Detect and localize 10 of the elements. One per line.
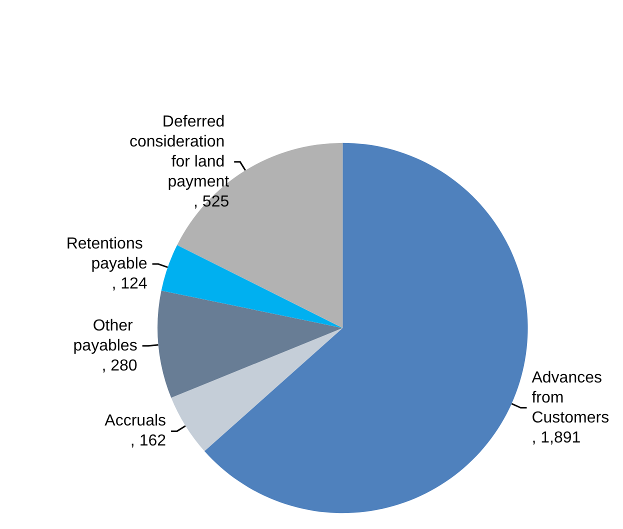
- data-label: , 124: [112, 276, 148, 293]
- slice-label: Deferred consideration for land payment: [130, 113, 230, 190]
- slice-label: Advances from Customers: [532, 369, 610, 426]
- slice-label: Accruals: [104, 412, 166, 430]
- data-label: , 525: [194, 193, 230, 210]
- slice-label: Retentions payable: [66, 236, 148, 273]
- slice-label: Other payables: [73, 317, 138, 354]
- data-label: , 1,891: [532, 429, 581, 446]
- data-label: , 280: [102, 357, 138, 374]
- data-label: , 162: [130, 432, 166, 450]
